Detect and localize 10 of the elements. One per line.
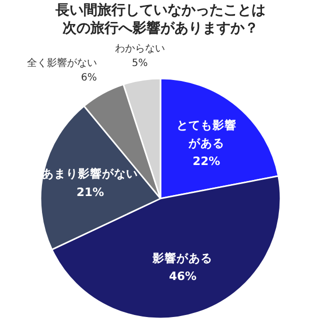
slice-label: 影響がある [152,250,213,265]
slice-label: わからない [114,43,165,54]
data-label: 6% [81,72,97,84]
chart-title: 長い間旅行していなかったことは次の旅行へ影響がありますか？ [54,2,266,36]
slice-label: 全く影響がない [26,57,97,70]
data-label: 21% [76,184,104,199]
data-label: 5% [132,58,148,69]
data-label: 46% [168,269,197,284]
slice-label: とても影響がある [176,118,236,150]
data-label: 22% [192,154,221,168]
